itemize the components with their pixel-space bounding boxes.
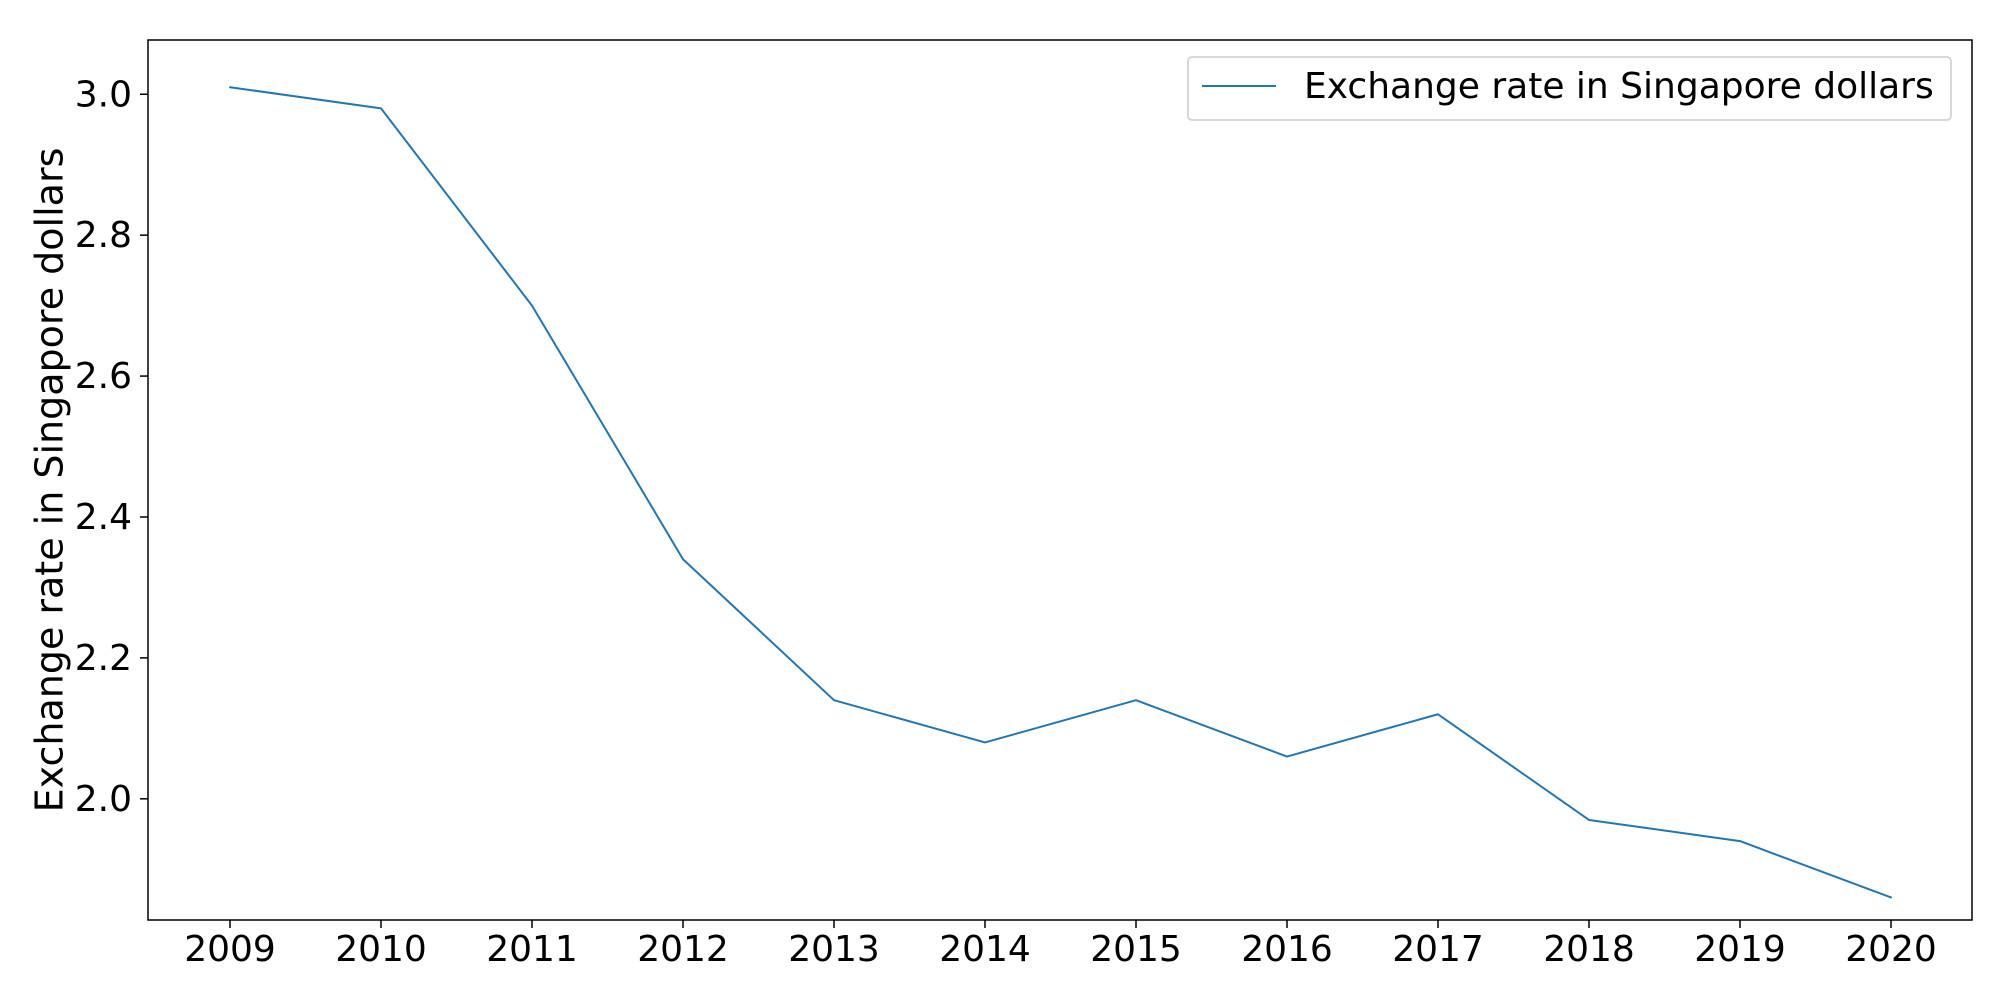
x-tick-label: 2012 — [637, 929, 729, 970]
x-tick-label: 2014 — [939, 929, 1031, 970]
y-tick-label: 2.4 — [75, 497, 132, 538]
x-tick-label: 2013 — [788, 929, 880, 970]
x-tick-label: 2015 — [1090, 929, 1182, 970]
x-axis-ticks: 2009 2010 2011 2012 2013 2014 2015 2016 2017 2018… — [184, 920, 1937, 970]
x-tick-label: 2019 — [1694, 929, 1786, 970]
legend: Exchange rate in Singapore dollars — [1187, 56, 1952, 121]
x-tick-label: 2018 — [1543, 929, 1635, 970]
y-tick-label: 2.0 — [75, 779, 132, 820]
y-tick-label: 3.0 — [75, 74, 132, 115]
x-tick-label: 2020 — [1845, 929, 1937, 970]
y-tick-label: 2.2 — [75, 638, 132, 679]
x-tick-label: 2009 — [184, 929, 276, 970]
x-tick-label: 2011 — [486, 929, 578, 970]
y-tick-label: 2.8 — [75, 215, 132, 256]
legend-label: Exchange rate in Singapore dollars — [1304, 66, 1934, 107]
y-axis-title: Exchange rate in Singapore dollars — [28, 148, 72, 813]
y-axis-ticks: 2.0 2.2 2.4 2.6 2.8 3.0 — [75, 74, 148, 820]
plot-frame — [147, 39, 1973, 921]
legend-box — [1187, 56, 1952, 121]
x-tick-label: 2010 — [335, 929, 427, 970]
series-line-0 — [229, 86, 1892, 899]
plot-area — [148, 40, 1972, 920]
y-tick-label: 2.6 — [75, 356, 132, 397]
x-tick-label: 2016 — [1241, 929, 1333, 970]
series-layer — [229, 86, 1892, 899]
x-tick-label: 2017 — [1392, 929, 1484, 970]
